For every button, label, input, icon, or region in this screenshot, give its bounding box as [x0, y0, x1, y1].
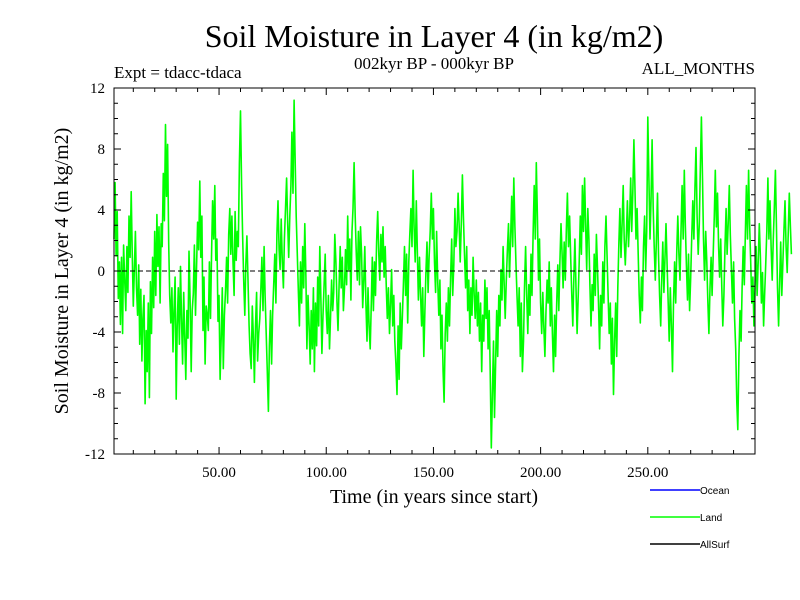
x-tick-label: 250.00	[627, 465, 668, 481]
y-axis: -12 -8 -4 0 4 8 12	[85, 81, 755, 463]
y-tick-label: -12	[85, 447, 105, 463]
legend-label-land: Land	[700, 513, 722, 524]
legend-label-ocean: Ocean	[700, 486, 729, 497]
y-tick-label: 8	[98, 142, 106, 158]
x-tick-label: 200.00	[520, 465, 561, 481]
legend: Ocean Land AllSurf	[650, 486, 730, 551]
x-axis: 50.00 100.00 150.00 200.00 250.00	[132, 88, 735, 481]
chart-subtitle: 002kyr BP - 000kyr BP	[354, 54, 514, 73]
y-axis-label: Soil Moisture in Layer 4 (in kg/m2)	[51, 128, 73, 415]
y-tick-label: -4	[93, 325, 106, 341]
x-tick-label: 150.00	[413, 465, 454, 481]
x-tick-label: 50.00	[202, 465, 236, 481]
y-tick-label: 4	[98, 203, 106, 219]
period-label: ALL_MONTHS	[642, 59, 755, 78]
legend-label-allsurf: AllSurf	[700, 540, 730, 551]
y-tick-label: 12	[90, 81, 105, 97]
x-tick-label: 100.00	[306, 465, 347, 481]
series-layer	[113, 99, 793, 449]
chart-title: Soil Moisture in Layer 4 (in kg/m2)	[205, 18, 664, 54]
x-axis-label: Time (in years since start)	[330, 486, 538, 508]
y-tick-label: -8	[93, 386, 106, 402]
experiment-label: Expt = tdacc-tdaca	[114, 63, 242, 82]
series-line-land	[113, 99, 793, 449]
y-tick-label: 0	[98, 264, 106, 280]
